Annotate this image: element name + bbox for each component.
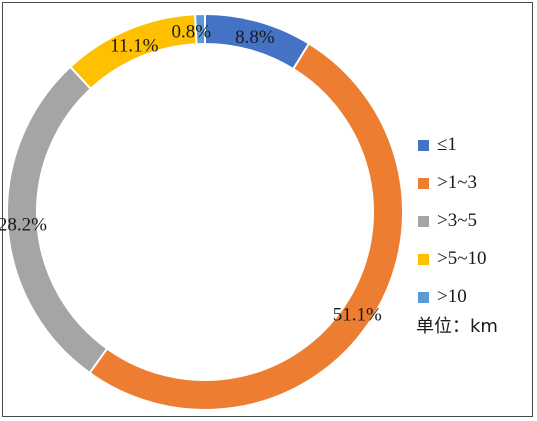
legend-label: >5~10 xyxy=(437,248,487,269)
donut-slice-1-3 xyxy=(88,42,404,411)
legend-label: ≤1 xyxy=(437,134,457,155)
legend-swatch xyxy=(418,139,429,151)
slice-label-1-3: 51.1% xyxy=(333,304,382,325)
legend-item-1-3: >1~3 xyxy=(418,164,530,202)
donut-slice-10 xyxy=(194,12,206,46)
legend-label: >10 xyxy=(437,286,467,307)
slice-label-1: 8.8% xyxy=(235,27,275,48)
legend-swatch xyxy=(418,215,429,227)
legend-item-gt10: >10 xyxy=(418,278,530,316)
legend-item-5-10: >5~10 xyxy=(418,240,530,278)
slice-label-5-10: 11.1% xyxy=(110,35,159,56)
legend-item-3-5: >3~5 xyxy=(418,202,530,240)
legend: ≤1 >1~3 >3~5 >5~10 >10 xyxy=(418,126,530,316)
legend-swatch xyxy=(418,177,429,189)
legend-swatch xyxy=(418,253,429,265)
slice-label-10: 0.8% xyxy=(172,22,212,43)
legend-label: >1~3 xyxy=(437,172,477,193)
legend-item-le1: ≤1 xyxy=(418,126,530,164)
legend-swatch xyxy=(418,291,429,303)
unit-label: 单位：km xyxy=(416,316,498,337)
legend-label: >3~5 xyxy=(437,210,477,231)
slice-label-3-5: 28.2% xyxy=(0,214,47,235)
